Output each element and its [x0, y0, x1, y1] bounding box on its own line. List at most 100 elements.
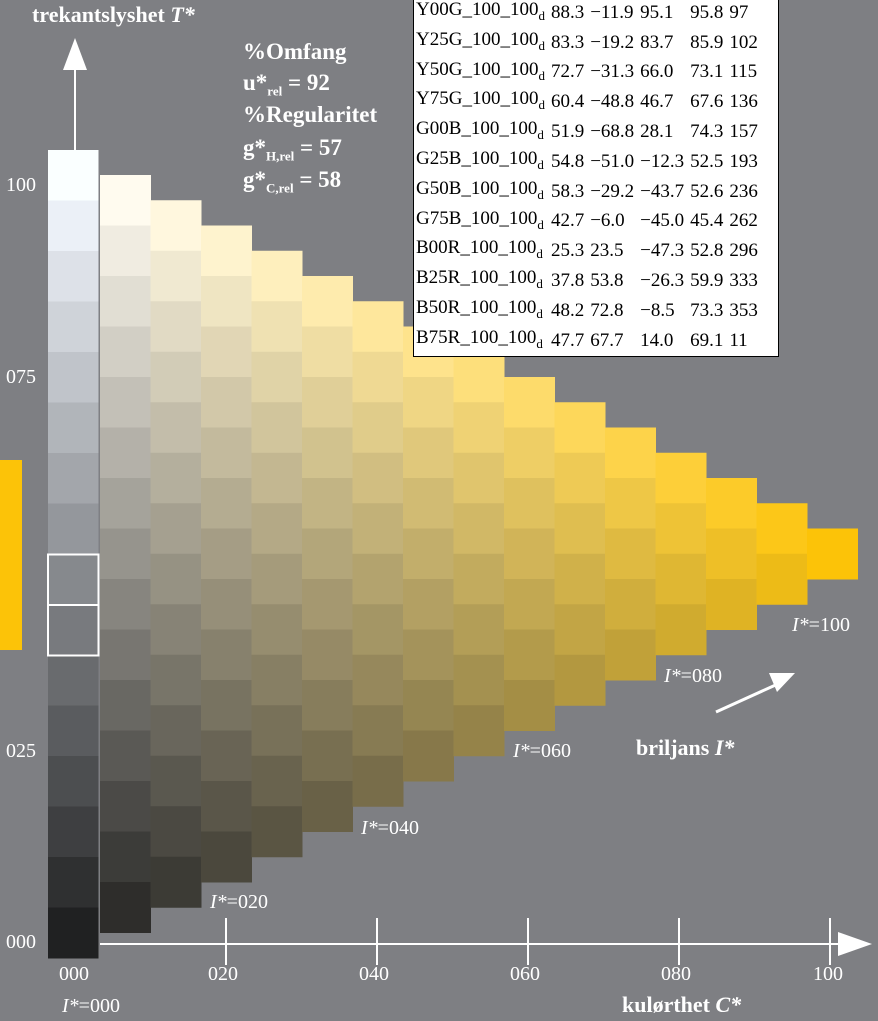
brilliance-arrow-line [715, 681, 781, 714]
color-patch [201, 377, 252, 428]
color-code-cell: G25B_100_100d [414, 147, 548, 177]
color-patch [605, 427, 656, 479]
grey-patch [48, 200, 99, 252]
grey-patch [48, 554, 99, 605]
color-code-suffix: d [536, 305, 543, 321]
color-patch [201, 478, 252, 529]
table-row: G25B_100_100d 54.8 −51.0 −12.3 52.5 193 [414, 147, 779, 177]
color-patch [251, 755, 303, 807]
color-code-cell: Y25G_100_100d [414, 28, 548, 58]
color-patch [352, 301, 404, 353]
color-patch [403, 377, 454, 428]
color-patch [403, 629, 454, 681]
iso-label-040: I*=040 [361, 817, 419, 839]
color-patch [251, 250, 303, 302]
color-patch [100, 276, 151, 327]
table-cell: 73.3 [690, 299, 724, 321]
color-patch [453, 553, 505, 605]
color-patch [403, 427, 454, 479]
color-patch [302, 781, 353, 832]
color-patch [201, 730, 252, 782]
table-cell: 67.6 [690, 91, 724, 113]
color-patch [251, 806, 303, 858]
color-patch [100, 478, 151, 529]
color-code: G50B_100_100 [416, 177, 538, 199]
color-patch [150, 452, 202, 504]
color-patch [352, 705, 404, 757]
color-patch [302, 730, 353, 782]
iso-label-080: I*=080 [664, 665, 722, 687]
color-patch [706, 478, 757, 529]
table-row: Y00G_100_100d 88.3 −11.9 95.1 95.8 97 [414, 0, 779, 28]
color-patch [201, 276, 252, 327]
table-cell: −26.3 [640, 270, 685, 292]
table-cell: 97 [729, 1, 749, 23]
color-patch [150, 856, 202, 908]
grey-patch [48, 857, 99, 908]
color-patch [554, 604, 606, 656]
color-code-suffix: d [538, 7, 545, 23]
color-patch [706, 528, 757, 580]
color-patch [605, 478, 656, 529]
grey-patch [48, 352, 99, 403]
color-code-suffix: d [537, 216, 544, 232]
x-axis-arrowhead [838, 932, 872, 956]
color-code-suffix: d [537, 186, 544, 202]
grey-patch [48, 402, 99, 454]
color-patch [453, 503, 505, 555]
color-patch [352, 654, 404, 706]
color-patch [403, 478, 454, 529]
color-patch [504, 629, 555, 681]
color-patch [150, 806, 202, 858]
color-patch [251, 705, 303, 757]
color-patch [655, 553, 707, 605]
color-patch [251, 604, 303, 656]
color-code: Y25G_100_100 [416, 28, 539, 50]
y-axis-arrowhead [63, 38, 87, 70]
color-patch [201, 326, 252, 378]
table-cell: 69.1 [690, 329, 724, 351]
x-axis-ticks [225, 918, 831, 965]
table-cell: 72.8 [590, 299, 624, 321]
table-cell: 136 [729, 91, 758, 113]
y-axis-variable: T* [170, 2, 195, 27]
iso-label-000: I*=000 [62, 995, 120, 1017]
grey-patch [48, 806, 99, 858]
color-patch [201, 579, 252, 630]
grey-patch [48, 655, 99, 706]
color-patch [100, 225, 151, 277]
iso-label-060: I*=060 [513, 740, 571, 762]
color-patch [100, 175, 151, 226]
table-cell: −8.5 [640, 299, 675, 321]
color-patch [302, 478, 353, 529]
color-code-cell: G50B_100_100d [414, 177, 548, 207]
color-patch [655, 604, 707, 656]
color-data-table: Y00G_100_100d 88.3 −11.9 95.1 95.8 97 Y25G_100… [413, 0, 779, 357]
color-patch [504, 579, 555, 630]
grey-patch [48, 503, 99, 555]
table-row: G00B_100_100d 51.9 −68.8 28.1 74.3 157 [414, 117, 779, 147]
color-patch [706, 579, 757, 630]
table-cell: 333 [729, 270, 758, 292]
color-patch [504, 427, 555, 479]
color-patch [302, 680, 353, 731]
table-cell: 60.4 [550, 91, 585, 113]
color-patch [201, 781, 252, 832]
color-patch [201, 528, 252, 580]
color-patch [352, 402, 404, 454]
color-code-suffix: d [537, 126, 544, 142]
x-axis-title: kulørthet C* [622, 992, 742, 1017]
color-patch [251, 402, 303, 454]
table-cell: 58.3 [550, 180, 585, 202]
grey-patch [48, 251, 99, 302]
color-patch [504, 377, 555, 428]
color-patch [251, 503, 303, 555]
color-patch [807, 528, 858, 580]
stat-g-h-rel: g*H,rel = 57 [243, 135, 342, 164]
y-tick-000: 000 [6, 931, 36, 953]
table-cell: 47.7 [550, 329, 585, 351]
table-cell: 262 [729, 210, 758, 232]
table-row: Y75G_100_100d 60.4 −48.8 46.7 67.6 136 [414, 87, 779, 117]
color-code-suffix: d [536, 335, 543, 351]
color-patch [352, 351, 404, 403]
